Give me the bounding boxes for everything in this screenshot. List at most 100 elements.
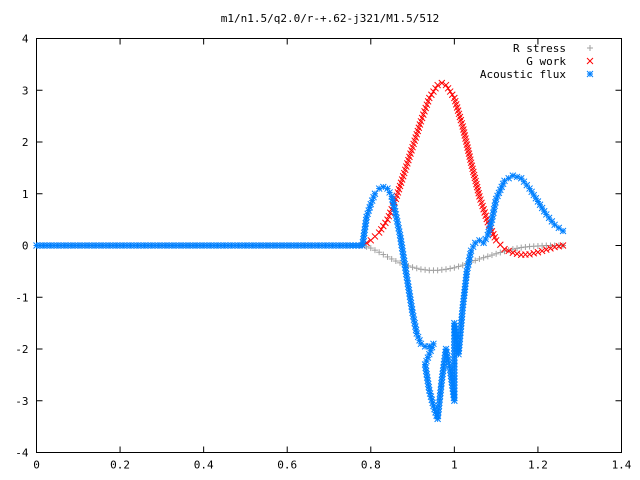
data-point (489, 212, 497, 220)
legend-marker (586, 57, 594, 65)
data-point (547, 244, 554, 252)
data-point (384, 253, 391, 260)
data-point (488, 252, 495, 259)
data-point (530, 249, 538, 257)
legend-marker (586, 70, 594, 78)
data-point (451, 378, 458, 386)
data-point (448, 91, 456, 99)
data-point (476, 255, 483, 262)
data-point (451, 264, 458, 271)
data-point (438, 79, 446, 87)
chart-title: m1/n1.5/q2.0/r-+.62-j321/M1.5/512 (221, 12, 440, 25)
data-point (451, 384, 458, 392)
x-tick-label: 1.4 (612, 459, 632, 472)
data-point (522, 244, 529, 251)
data-point (428, 91, 435, 99)
legend-label: R stress (513, 42, 566, 55)
data-point (548, 217, 556, 225)
x-tick-label: 0.6 (277, 459, 297, 472)
data-point (430, 88, 437, 95)
data-point (371, 190, 379, 198)
data-point (375, 229, 383, 236)
data-point (451, 375, 458, 383)
data-point (434, 81, 441, 89)
y-axis: 4 3 2 1 0 -1 -2 -3 -4 (15, 33, 622, 460)
data-point (538, 247, 546, 255)
y-tick-label: 3 (22, 84, 29, 97)
data-point (368, 197, 376, 205)
legend-label: Acoustic flux (480, 68, 566, 81)
data-point (513, 250, 521, 258)
data-point (493, 250, 500, 257)
data-point (413, 265, 420, 272)
data-point (526, 250, 533, 258)
data-point (409, 309, 416, 317)
data-point (480, 254, 487, 261)
data-point (559, 242, 567, 249)
data-point (432, 84, 439, 92)
data-point (555, 224, 563, 232)
data-point (434, 267, 441, 274)
data-point (400, 254, 408, 262)
data-point (442, 81, 450, 89)
data-point (471, 239, 479, 247)
data-point (404, 280, 412, 288)
data-point (394, 221, 402, 229)
data-point (518, 244, 525, 251)
x-tick-label: 0 (33, 459, 40, 472)
data-point (444, 84, 452, 92)
data-point (458, 316, 465, 324)
x-tick-label: 1.2 (528, 459, 548, 472)
data-point (367, 200, 375, 208)
data-point (371, 247, 378, 254)
y-tick-label: 2 (22, 136, 29, 149)
x-tick-label: 0.4 (194, 459, 214, 472)
y-tick-label: -2 (15, 343, 28, 356)
data-point (497, 249, 504, 256)
data-point (409, 264, 416, 271)
data-point (455, 263, 462, 270)
data-point (472, 257, 479, 264)
data-point (509, 249, 517, 257)
data-point (422, 266, 429, 273)
data-point (513, 173, 521, 181)
data-point (385, 212, 393, 220)
data-point (451, 388, 458, 395)
y-tick-label: -4 (15, 447, 29, 460)
x-tick-label: 0.2 (110, 459, 130, 472)
data-point (447, 265, 454, 272)
x-axis: 0 0.2 0.4 0.6 0.8 1 1.2 1.4 (33, 38, 632, 472)
data-point (551, 221, 558, 229)
data-point (451, 369, 458, 377)
data-point (377, 225, 385, 233)
y-tick-label: -3 (15, 395, 28, 408)
data-point (349, 242, 357, 249)
data-point (430, 340, 437, 348)
data-point (346, 242, 354, 249)
data-point (367, 245, 374, 252)
legend-label: G work (526, 55, 566, 68)
data-point (388, 255, 395, 262)
data-point (542, 246, 550, 253)
data-point (408, 306, 416, 313)
data-point (417, 340, 425, 348)
data-point (509, 172, 517, 179)
data-point (484, 253, 491, 260)
data-point (352, 242, 360, 249)
data-point (505, 247, 513, 255)
data-point (425, 94, 433, 102)
data-point (514, 245, 521, 252)
data-point (376, 249, 383, 256)
data-marks (33, 79, 567, 423)
x-tick-label: 0.8 (361, 459, 381, 472)
data-point (417, 266, 424, 273)
data-point (443, 266, 449, 273)
legend-marker (587, 45, 593, 51)
y-tick-label: 1 (22, 188, 29, 201)
data-point (559, 227, 567, 235)
data-point (382, 219, 389, 227)
y-tick-label: 4 (22, 33, 29, 46)
data-point (392, 258, 399, 265)
